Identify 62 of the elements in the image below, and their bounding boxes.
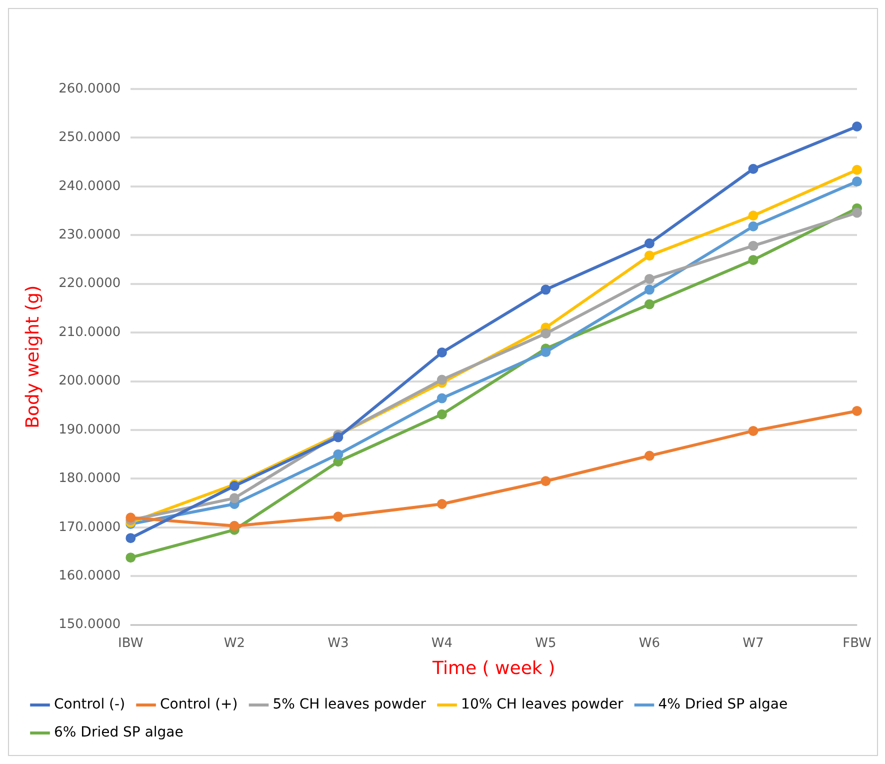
legend-label: 4% Dried SP algae xyxy=(658,696,788,713)
point xyxy=(229,493,240,504)
point xyxy=(644,299,654,310)
point xyxy=(644,250,654,261)
point xyxy=(852,122,862,132)
legend-label: 10% CH leaves powder xyxy=(461,696,624,713)
point xyxy=(644,238,654,248)
point xyxy=(748,210,758,221)
point xyxy=(748,240,758,251)
y-tick-label: 170.0000 xyxy=(58,520,121,535)
x-tick-label: W5 xyxy=(535,636,556,651)
point xyxy=(540,328,551,339)
x-tick-label: W6 xyxy=(638,636,660,651)
point xyxy=(748,164,758,174)
point xyxy=(852,208,862,218)
point xyxy=(748,426,758,436)
x-tick-label: W3 xyxy=(328,636,349,651)
x-tick-label: W4 xyxy=(431,636,452,651)
legend-label: 5% CH leaves powder xyxy=(272,696,426,713)
legend-label: Control (-) xyxy=(54,696,126,713)
point xyxy=(748,254,758,265)
y-tick-label: 190.0000 xyxy=(58,422,121,438)
point xyxy=(333,449,344,460)
x-axis-title: Time ( week ) xyxy=(432,658,556,679)
x-tick-label: W2 xyxy=(224,636,245,651)
point xyxy=(436,409,447,420)
y-tick-label: 180.0000 xyxy=(58,471,121,486)
point xyxy=(436,393,447,404)
legend-label: 6% Dried SP algae xyxy=(54,724,184,741)
point xyxy=(644,274,654,284)
y-tick-label: 230.0000 xyxy=(58,228,121,242)
point xyxy=(644,284,654,295)
y-axis-title: Body weight (g) xyxy=(22,285,44,428)
x-tick-label: W7 xyxy=(742,636,764,651)
y-tick-label: 250.0000 xyxy=(58,130,121,146)
point xyxy=(852,176,862,187)
point xyxy=(540,284,551,295)
y-tick-label: 200.0000 xyxy=(58,374,121,389)
legend-label: Control (+) xyxy=(160,696,238,713)
x-tick-label: IBW xyxy=(118,636,144,651)
point xyxy=(540,476,551,486)
y-tick-label: 150.0000 xyxy=(58,617,121,632)
point xyxy=(852,164,862,175)
point xyxy=(852,406,862,416)
point xyxy=(126,533,136,544)
x-tick-label: FBW xyxy=(842,636,872,651)
y-tick-label: 260.0000 xyxy=(58,81,121,96)
point xyxy=(540,347,551,358)
y-tick-label: 210.0000 xyxy=(58,324,121,340)
y-tick-label: 160.0000 xyxy=(58,568,121,584)
point xyxy=(436,499,447,509)
y-tick-label: 220.0000 xyxy=(58,276,121,292)
point xyxy=(748,221,758,232)
point xyxy=(644,450,654,461)
point xyxy=(436,374,447,385)
point xyxy=(333,432,344,442)
y-tick-label: 240.0000 xyxy=(58,178,121,194)
point xyxy=(333,512,344,522)
point xyxy=(436,348,447,358)
point xyxy=(126,512,136,523)
point xyxy=(229,520,240,531)
point xyxy=(126,552,136,563)
